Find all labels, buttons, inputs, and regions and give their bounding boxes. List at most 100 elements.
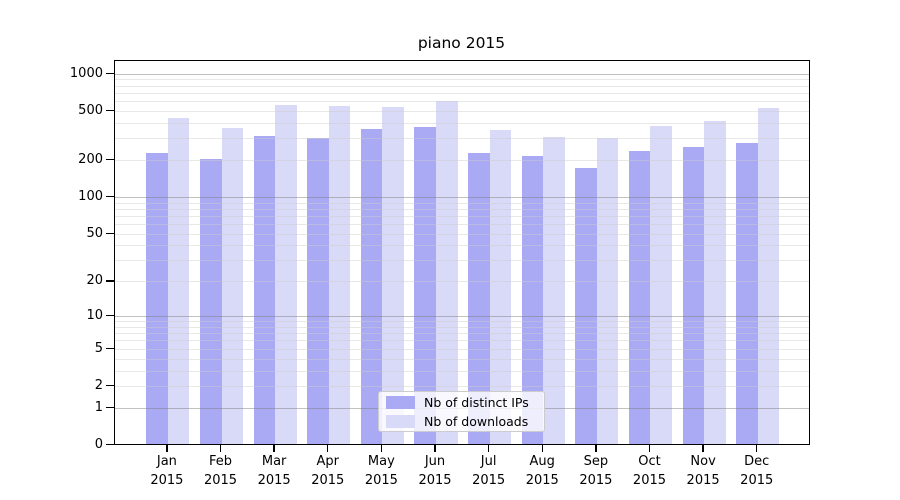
y-tick-mark-2 xyxy=(106,384,114,387)
x-tick-mark-jan xyxy=(166,445,168,452)
x-tick-label-nov: Nov 2015 xyxy=(663,452,743,491)
chart-title: piano 2015 xyxy=(417,34,506,52)
y-tick-mark-1 xyxy=(106,406,114,408)
gridline-minor-4 xyxy=(114,358,809,360)
x-tick-label-sep: Sep 2015 xyxy=(556,452,636,491)
x-tick-label-dec: Dec 2015 xyxy=(717,452,797,491)
gridline-minor-800 xyxy=(114,85,809,87)
gridline-minor-7 xyxy=(114,333,809,335)
bar-nov-distinct-ips xyxy=(682,146,705,444)
x-tick-mark-aug xyxy=(541,445,543,452)
plot-area xyxy=(113,59,810,445)
x-tick-label-aug: Aug 2015 xyxy=(502,452,582,491)
x-tick-label-may: May 2015 xyxy=(341,452,421,491)
y-tick-mark-50 xyxy=(106,232,114,234)
x-tick-mark-apr xyxy=(327,445,329,452)
gridline-minor-3 xyxy=(114,370,809,372)
bar-sep-downloads xyxy=(596,138,619,444)
gridline-minor-9 xyxy=(114,321,809,323)
gridline-minor-500 xyxy=(114,110,809,112)
x-tick-year: 2015 xyxy=(740,473,774,488)
x-tick-year: 2015 xyxy=(472,473,506,488)
x-tick-month: Aug xyxy=(529,453,555,469)
y-tick-label-1000: 1000 xyxy=(69,65,103,81)
gridline-minor-600 xyxy=(114,101,809,103)
y-tick-label-10: 10 xyxy=(86,308,103,324)
x-tick-label-apr: Apr 2015 xyxy=(288,452,368,491)
gridline-minor-30 xyxy=(114,260,809,262)
x-tick-month: Oct xyxy=(638,453,661,469)
x-tick-year: 2015 xyxy=(632,473,667,488)
x-tick-year: 2015 xyxy=(579,473,613,488)
bar-aug-downloads xyxy=(543,137,565,444)
x-tick-mark-jul xyxy=(487,445,490,452)
x-tick-label-jun: Jun 2015 xyxy=(395,452,475,491)
bar-nov-downloads xyxy=(704,120,726,444)
bar-dec-downloads xyxy=(757,108,780,444)
x-tick-year: 2015 xyxy=(257,473,291,488)
bar-feb-downloads xyxy=(221,127,244,444)
gridline-major-10 xyxy=(114,316,809,318)
legend-item-distinct-ips: Nb of distinct IPs xyxy=(386,394,544,410)
gridline-minor-40 xyxy=(114,245,809,247)
bar-apr-downloads xyxy=(328,106,351,444)
x-tick-year: 2015 xyxy=(203,473,238,488)
x-tick-month: Jun xyxy=(424,453,446,469)
bar-may-downloads xyxy=(382,106,404,444)
x-tick-mark-dec xyxy=(756,445,758,452)
y-tick-mark-20 xyxy=(106,280,114,282)
x-tick-label-mar: Mar 2015 xyxy=(234,452,314,491)
x-tick-year: 2015 xyxy=(311,473,345,488)
bar-jan-downloads xyxy=(167,117,190,444)
gridline-minor-700 xyxy=(114,92,809,94)
gridline-minor-200 xyxy=(114,160,809,161)
y-tick-mark-500 xyxy=(106,109,114,112)
gridline-minor-70 xyxy=(114,215,809,217)
bar-mar-downloads xyxy=(275,105,297,444)
gridline-minor-5 xyxy=(114,348,809,350)
y-tick-label-2: 2 xyxy=(94,377,103,393)
y-tick-label-50: 50 xyxy=(86,225,103,241)
gridline-minor-400 xyxy=(114,122,809,124)
x-tick-mark-feb xyxy=(219,445,222,452)
gridline-minor-8 xyxy=(114,326,809,328)
x-tick-label-feb: Feb 2015 xyxy=(181,452,261,491)
x-tick-year: 2015 xyxy=(525,473,559,488)
x-tick-mark-nov xyxy=(702,445,704,452)
legend: Nb of distinct IPs Nb of downloads xyxy=(378,391,545,432)
bar-jul-distinct-ips xyxy=(468,153,490,444)
gridline-minor-20 xyxy=(114,281,809,283)
bar-sep-distinct-ips xyxy=(575,168,597,444)
x-tick-mark-oct xyxy=(648,445,651,452)
x-tick-month: May xyxy=(367,453,395,469)
y-tick-label-100: 100 xyxy=(78,188,103,204)
bar-oct-distinct-ips xyxy=(628,150,651,444)
bar-aug-distinct-ips xyxy=(521,155,544,444)
y-tick-mark-5 xyxy=(106,347,114,349)
bar-jun-distinct-ips xyxy=(414,127,436,444)
gridline-minor-80 xyxy=(114,208,809,210)
y-tick-label-20: 20 xyxy=(86,273,103,289)
x-tick-month: Nov xyxy=(690,453,716,469)
x-tick-year: 2015 xyxy=(364,473,398,488)
y-tick-mark-100 xyxy=(106,195,114,198)
legend-item-downloads: Nb of downloads xyxy=(386,413,544,429)
y-tick-label-500: 500 xyxy=(78,102,103,118)
y-tick-mark-1000 xyxy=(106,72,114,74)
x-tick-label-jul: Jul 2015 xyxy=(449,452,529,491)
x-tick-label-oct: Oct 2015 xyxy=(609,452,689,491)
gridline-minor-60 xyxy=(114,224,809,226)
legend-label-distinct-ips: Nb of distinct IPs xyxy=(424,394,529,410)
gridline-major-100 xyxy=(114,196,809,198)
x-tick-month: Dec xyxy=(744,453,770,469)
x-tick-mark-mar xyxy=(273,445,275,452)
y-tick-label-1: 1 xyxy=(94,399,103,415)
x-tick-mark-sep xyxy=(595,445,597,452)
gridline-minor-300 xyxy=(114,138,809,140)
gridline-minor-900 xyxy=(114,79,809,81)
y-tick-label-5: 5 xyxy=(94,340,103,356)
y-tick-mark-200 xyxy=(106,158,114,161)
x-tick-month: Feb xyxy=(209,453,233,469)
x-tick-label-jan: Jan 2015 xyxy=(127,452,207,491)
